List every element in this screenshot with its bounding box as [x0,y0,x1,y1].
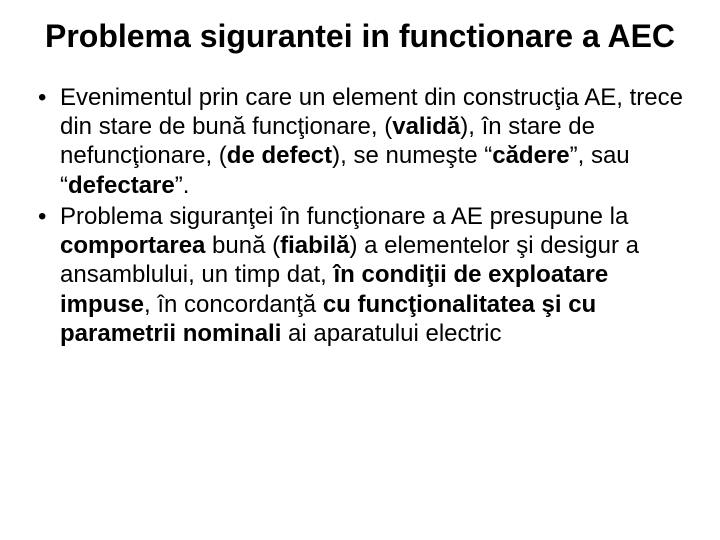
bullet-item: Problema siguranţei în funcţionare a AE … [36,202,684,348]
text-run: cădere [492,142,569,169]
text-run: fiabilă [280,232,349,259]
text-run: ), se numeşte “ [332,142,492,169]
text-run: validă [392,113,460,140]
text-run: ”. [175,172,190,199]
text-run: bună ( [205,232,280,259]
text-run: defectare [68,172,175,199]
text-run: comportarea [60,232,205,259]
text-run: , în concordanţă [144,291,323,318]
bullet-item: Evenimentul prin care un element din con… [36,83,684,200]
text-run: Problema siguranţei în funcţionare a AE … [60,203,628,230]
slide: Problema sigurantei in functionare a AEC… [0,0,720,540]
text-run: ai aparatului electric [281,320,501,347]
slide-body: Evenimentul prin care un element din con… [36,83,684,348]
text-run: de defect [227,142,332,169]
slide-title: Problema sigurantei in functionare a AEC [36,18,684,55]
